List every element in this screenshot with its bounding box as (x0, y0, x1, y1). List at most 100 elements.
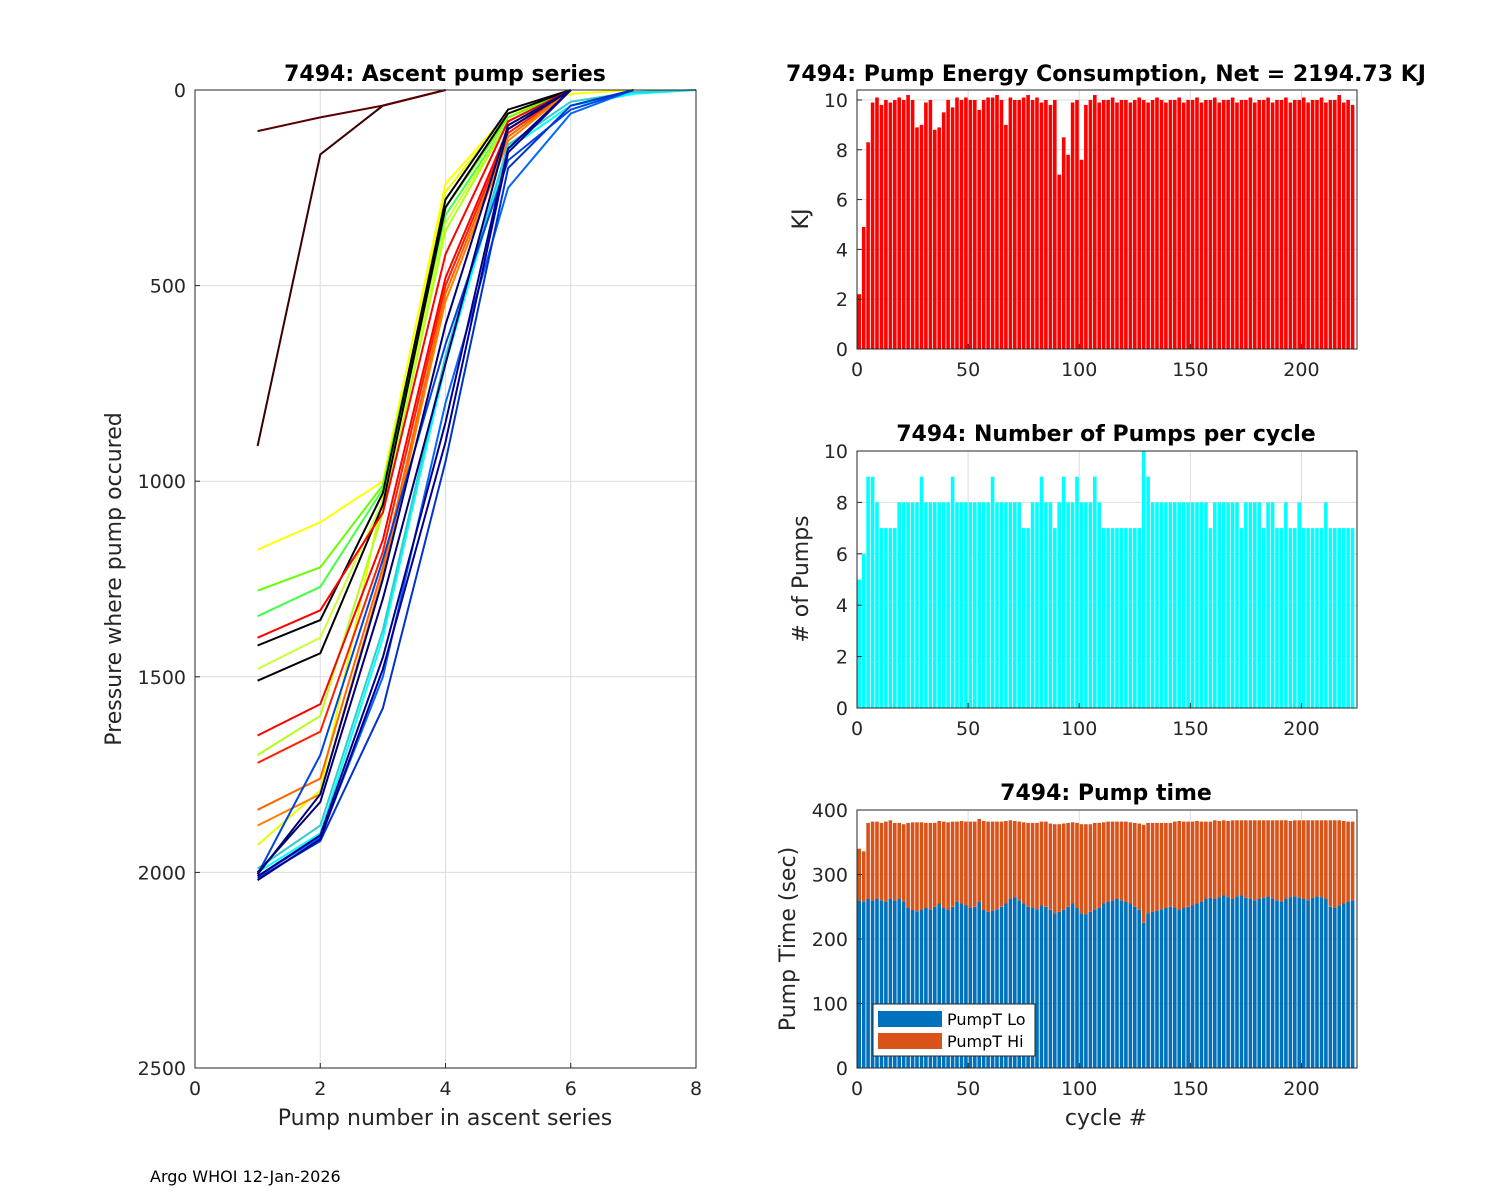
energy-bar (1159, 100, 1164, 349)
pumps-bar (870, 476, 875, 708)
energy-bar (1061, 137, 1066, 349)
energy-bar (933, 129, 937, 349)
pumptime-hi-bar (941, 821, 946, 908)
y-tick-label: 2000 (138, 862, 186, 884)
pumptime-hi-bar (897, 822, 901, 899)
pumptime-lo-bar (857, 900, 861, 1068)
energy-bar (1270, 102, 1275, 349)
y-tick-label: 1500 (138, 667, 186, 689)
energy-bar (1279, 100, 1284, 349)
ascent-series-line (256, 89, 634, 875)
pumptime-hi-bar (1164, 822, 1168, 908)
pumptime-hi-bar (1013, 821, 1017, 898)
pumptime-hi-bar (986, 821, 990, 912)
pumptime-hi-bar (1319, 820, 1324, 898)
pumps-bar (1168, 502, 1173, 708)
pumps-bar (1217, 502, 1221, 708)
pumps-bar (973, 502, 977, 708)
energy-bar (1208, 100, 1213, 349)
pumptime-hi-bar (1230, 820, 1235, 899)
energy-bar (879, 104, 884, 350)
pumptime-hi-bar (1150, 822, 1155, 912)
energy-bar (1128, 102, 1133, 349)
energy-bar (1150, 100, 1155, 349)
pumptime-lo-bar (1266, 896, 1270, 1068)
pumps-bar (1239, 528, 1244, 708)
pumptime-lo-bar (990, 910, 995, 1068)
pumptime-lo-bar (946, 910, 950, 1068)
pumptime-lo-bar (1324, 899, 1328, 1068)
pumptime-lo-bar (1337, 905, 1341, 1068)
pumptime-hi-bar (924, 822, 928, 908)
energy-bar (977, 109, 981, 350)
pumptime-lo-bar (1221, 895, 1226, 1068)
ascent-pump-series-chart: 0 2 4 6 8 0 500 1000 1500 2000 2500 7494: Ascent … (102, 62, 702, 1131)
pumptime-hi-bar (1301, 820, 1306, 899)
pumptime-hi-bar (1070, 822, 1075, 904)
x-tick-label: 100 (1061, 1078, 1097, 1100)
pumps-bar (1164, 502, 1168, 708)
pumps-bar (999, 502, 1004, 708)
pumps-bar (1301, 528, 1306, 708)
pumptime-hi-bar (1168, 822, 1173, 907)
pumptime-lo-bar (1128, 903, 1133, 1068)
pumptime-hi-bar (1106, 821, 1110, 902)
pumptime-hi-bar (1137, 823, 1141, 910)
energy-bar (1293, 100, 1297, 349)
ascent-series-line (257, 89, 634, 551)
pumptime-hi-bar (1093, 822, 1097, 910)
pumptime-lo-bar (1288, 897, 1293, 1068)
pumptime-hi-bar (1177, 821, 1181, 910)
pumptime-lo-bar (1270, 899, 1275, 1068)
energy-bar (1155, 97, 1159, 349)
pumptime-lo-bar (879, 900, 884, 1068)
energy-bar (1057, 174, 1061, 349)
pumptime-lo-bar (1124, 901, 1128, 1068)
ascent-series-line (257, 89, 634, 880)
pumps-bar (964, 502, 968, 708)
energy-bar (1115, 102, 1119, 349)
pumps-bar (915, 502, 919, 708)
energy-bar (1341, 102, 1346, 349)
pumptime-hi-bar (977, 819, 981, 902)
energy-bar (1039, 102, 1044, 349)
pumps-bar (1306, 528, 1310, 708)
x-tick-label: 2 (314, 1078, 326, 1100)
pumptime-hi-bar (1239, 820, 1244, 896)
pumptime-lo-bar (1039, 905, 1044, 1068)
pumptime-lo-bar (1284, 899, 1288, 1068)
y-tick-label: 300 (812, 865, 848, 887)
pumptime-hi-bar (981, 821, 986, 910)
energy-plot-frame (856, 89, 1358, 350)
energy-bar (915, 127, 919, 350)
pumptime-lo-bar (1146, 913, 1150, 1068)
energy-bar (1275, 100, 1279, 349)
legend-label-hi: PumpT Hi (947, 1032, 1024, 1051)
pumptime-lo-bar (1310, 897, 1315, 1068)
pumptime-lo-bar (1030, 908, 1035, 1068)
pumptime-hi-bar (1279, 820, 1284, 902)
pumptime-hi-bar (968, 821, 973, 908)
pumps-bar (1124, 528, 1128, 708)
pumps-bar (884, 528, 888, 708)
y-tick-label: 4 (836, 239, 848, 261)
pumps-bar (1061, 476, 1066, 708)
pumptime-hi-bar (1310, 820, 1315, 898)
pumptime-hi-bar (888, 820, 893, 899)
energy-bar (906, 95, 910, 349)
pumps-bar (977, 502, 981, 708)
pumps-bar (857, 579, 861, 708)
pumps-bar (1190, 502, 1195, 708)
energy-bar (941, 112, 946, 350)
pumps-bar (1226, 502, 1230, 708)
pumptime-hi-bar (1048, 823, 1053, 910)
pumptime-lo-bar (888, 899, 893, 1068)
pumps-bar (861, 553, 866, 708)
pumps-bar (1119, 528, 1124, 708)
pumptime-hi-bar (1119, 821, 1124, 901)
pumps-bar (950, 476, 955, 708)
pumptime-hi-bar (1110, 821, 1115, 901)
pumps-bar (1199, 502, 1204, 708)
pumptime-lo-bar (1244, 897, 1248, 1068)
